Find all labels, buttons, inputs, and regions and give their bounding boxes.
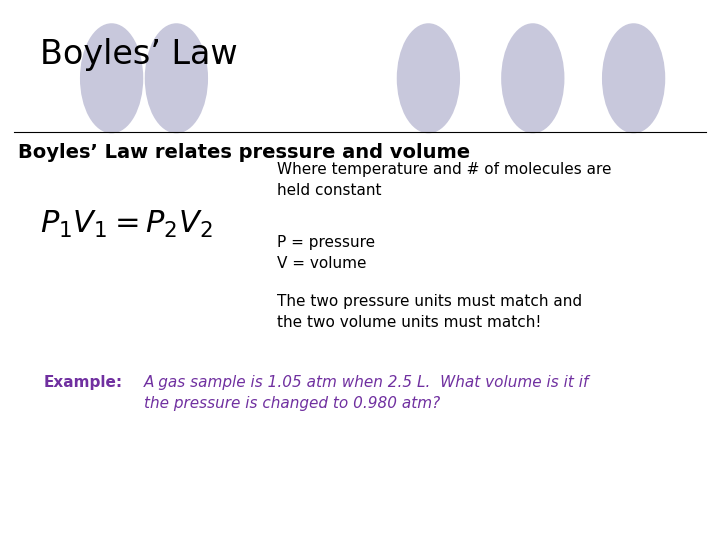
Text: Boyles’ Law: Boyles’ Law [40, 38, 237, 71]
Text: A gas sample is 1.05 atm when 2.5 L.  What volume is it if
the pressure is chang: A gas sample is 1.05 atm when 2.5 L. Wha… [144, 375, 590, 411]
Ellipse shape [81, 24, 142, 132]
Text: $P_1V_1 = P_2V_2$: $P_1V_1 = P_2V_2$ [40, 208, 212, 240]
Text: The two pressure units must match and
the two volume units must match!: The two pressure units must match and th… [277, 294, 582, 330]
Text: Boyles’ Law relates pressure and volume: Boyles’ Law relates pressure and volume [18, 143, 470, 162]
Text: Where temperature and # of molecules are
held constant: Where temperature and # of molecules are… [277, 162, 612, 198]
Ellipse shape [502, 24, 563, 132]
Text: Example:: Example: [43, 375, 122, 390]
Ellipse shape [145, 24, 207, 132]
Ellipse shape [603, 24, 665, 132]
Text: P = pressure
V = volume: P = pressure V = volume [277, 235, 375, 271]
Ellipse shape [397, 24, 459, 132]
